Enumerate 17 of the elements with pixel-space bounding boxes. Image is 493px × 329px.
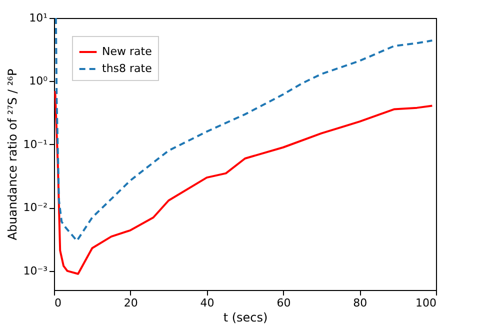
x-tick-label: 100 — [416, 296, 436, 310]
x-tick-label: 20 — [124, 296, 138, 310]
y-tick-label: 10⁻² — [23, 201, 48, 214]
legend-label: New rate — [102, 45, 152, 58]
y-tick-label: 10⁻³ — [23, 264, 48, 278]
line-series — [54, 90, 434, 275]
x-tick-label: 80 — [353, 296, 368, 310]
y-tick-label: 10⁻¹ — [23, 138, 48, 151]
line-series — [54, 18, 434, 242]
x-axis-title: t (secs) — [223, 310, 268, 324]
y-tick-label: 10¹ — [29, 12, 48, 24]
legend-label: ths8 rate — [102, 62, 152, 75]
x-tick-label: 40 — [200, 296, 214, 310]
y-tick-label: 10⁰ — [29, 74, 48, 88]
x-tick-label: 60 — [276, 296, 291, 310]
x-tick-label: 0 — [54, 296, 62, 310]
y-axis-title: Abuandance ratio of ²⁷S / ²⁶P — [5, 68, 20, 240]
